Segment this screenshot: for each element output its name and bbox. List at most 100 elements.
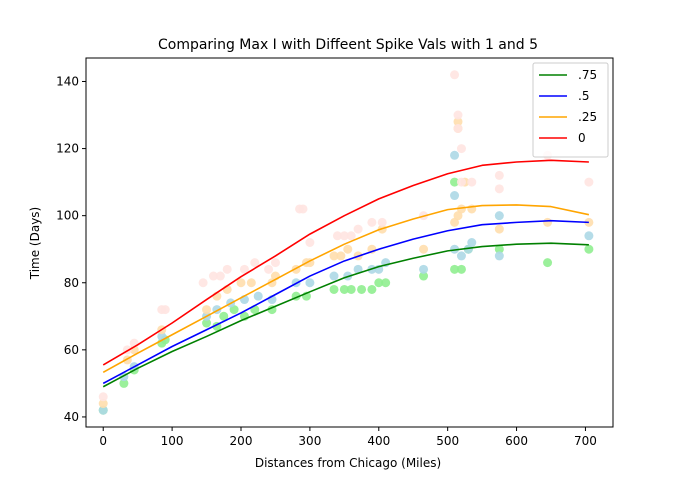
scatter-point [456, 264, 466, 274]
scatter-point [343, 244, 353, 254]
legend-label: .25 [578, 110, 597, 124]
legend-label: .5 [578, 89, 589, 103]
scatter-point [202, 305, 212, 315]
scatter-point [456, 177, 466, 187]
scatter-point [494, 224, 504, 234]
scatter-point [329, 284, 339, 294]
scatter-point [264, 264, 274, 274]
scatter-point [270, 258, 280, 268]
scatter-point [208, 271, 218, 281]
scatter-point [222, 264, 232, 274]
scatter-point [374, 278, 384, 288]
series-line-p75 [102, 242, 589, 388]
scatter-point [494, 251, 504, 261]
scatter-point [305, 278, 315, 288]
scatter-point [450, 177, 460, 187]
scatter-point [339, 231, 349, 241]
scatter-point [377, 217, 387, 227]
scatter-point [463, 244, 473, 254]
scatter-point [346, 284, 356, 294]
scatter-point [453, 110, 463, 120]
scatter-point [239, 264, 249, 274]
scatter-point [419, 264, 429, 274]
scatter-point [236, 278, 246, 288]
x-tick-label: 100 [161, 434, 184, 448]
legend: .75 .5 .25 0 [532, 62, 609, 158]
scatter-point [198, 278, 208, 288]
scatter-point [494, 184, 504, 194]
scatter-point [332, 231, 342, 241]
legend-box [532, 62, 609, 158]
scatter-point [346, 231, 356, 241]
scatter-point [246, 278, 256, 288]
y-tick-label: 120 [56, 142, 79, 156]
scatter-point [229, 305, 239, 315]
x-tick-label: 0 [99, 434, 107, 448]
scatter-point [450, 150, 460, 160]
scatter-point [357, 284, 367, 294]
y-tick-label: 60 [64, 343, 79, 357]
scatter-point [467, 177, 477, 187]
scatter-point [584, 244, 594, 254]
scatter-point [450, 217, 460, 227]
scatter-point [453, 211, 463, 221]
scatter-point [584, 177, 594, 187]
scatter-point [450, 264, 460, 274]
scatter-point [305, 238, 315, 247]
scatter-group-3 [98, 70, 594, 402]
scatter-point [450, 244, 460, 254]
series-line-p5 [102, 219, 589, 385]
x-tick-label: 200 [230, 434, 253, 448]
scatter-point [494, 211, 504, 221]
scatter-point [98, 392, 108, 402]
scatter-point [329, 271, 339, 281]
x-axis-label: Distances from Chicago (Miles) [255, 456, 441, 470]
y-tick-label: 80 [64, 276, 79, 290]
scatter-point [219, 311, 229, 321]
scatter-point [450, 191, 460, 201]
legend-label: .75 [578, 68, 597, 82]
y-axis-label: Time (Days) [28, 207, 42, 281]
scatter-point [381, 278, 391, 288]
scatter-point [456, 251, 466, 261]
scatter-point [367, 284, 377, 294]
x-tick-label: 500 [436, 434, 459, 448]
scatter-point [450, 70, 460, 80]
series-line-p25 [102, 204, 590, 374]
scatter-point [584, 231, 594, 241]
scatter-point [329, 251, 339, 261]
x-tick-label: 600 [505, 434, 528, 448]
scatter-point [456, 144, 466, 154]
scatter-point [367, 217, 377, 227]
x-tick-label: 400 [367, 434, 390, 448]
scatter-point [419, 244, 429, 254]
y-tick-label: 40 [64, 410, 79, 424]
x-tick-label: 300 [298, 434, 321, 448]
x-tick-label: 700 [574, 434, 597, 448]
scatter-point [456, 204, 466, 214]
scatter-point [494, 170, 504, 180]
scatter-point [119, 378, 129, 388]
series-line-0 [102, 159, 589, 366]
scatter-point [298, 204, 308, 214]
scatter-point [98, 405, 108, 415]
scatter-point [250, 258, 260, 268]
plot-area: 0 100 200 300 400 500 600 700 40 60 80 100 120 140 [56, 57, 614, 448]
scatter-point [453, 123, 463, 133]
scatter-point [215, 271, 225, 281]
scatter-point [494, 244, 504, 254]
y-tick-label: 100 [56, 209, 79, 223]
scatter-point [543, 258, 553, 268]
scatter-point [202, 318, 212, 328]
scatter-point [453, 117, 463, 127]
axes-frame [85, 57, 614, 428]
scatter-point [253, 291, 263, 301]
chart-title: Comparing Max I with Diffeent Spike Vals… [158, 37, 538, 53]
scatter-point [467, 238, 477, 247]
legend-label: 0 [578, 131, 586, 145]
scatter-point [419, 271, 429, 281]
scatter-point [543, 217, 553, 227]
scatter-point [336, 251, 346, 261]
scatter-point [160, 305, 170, 315]
